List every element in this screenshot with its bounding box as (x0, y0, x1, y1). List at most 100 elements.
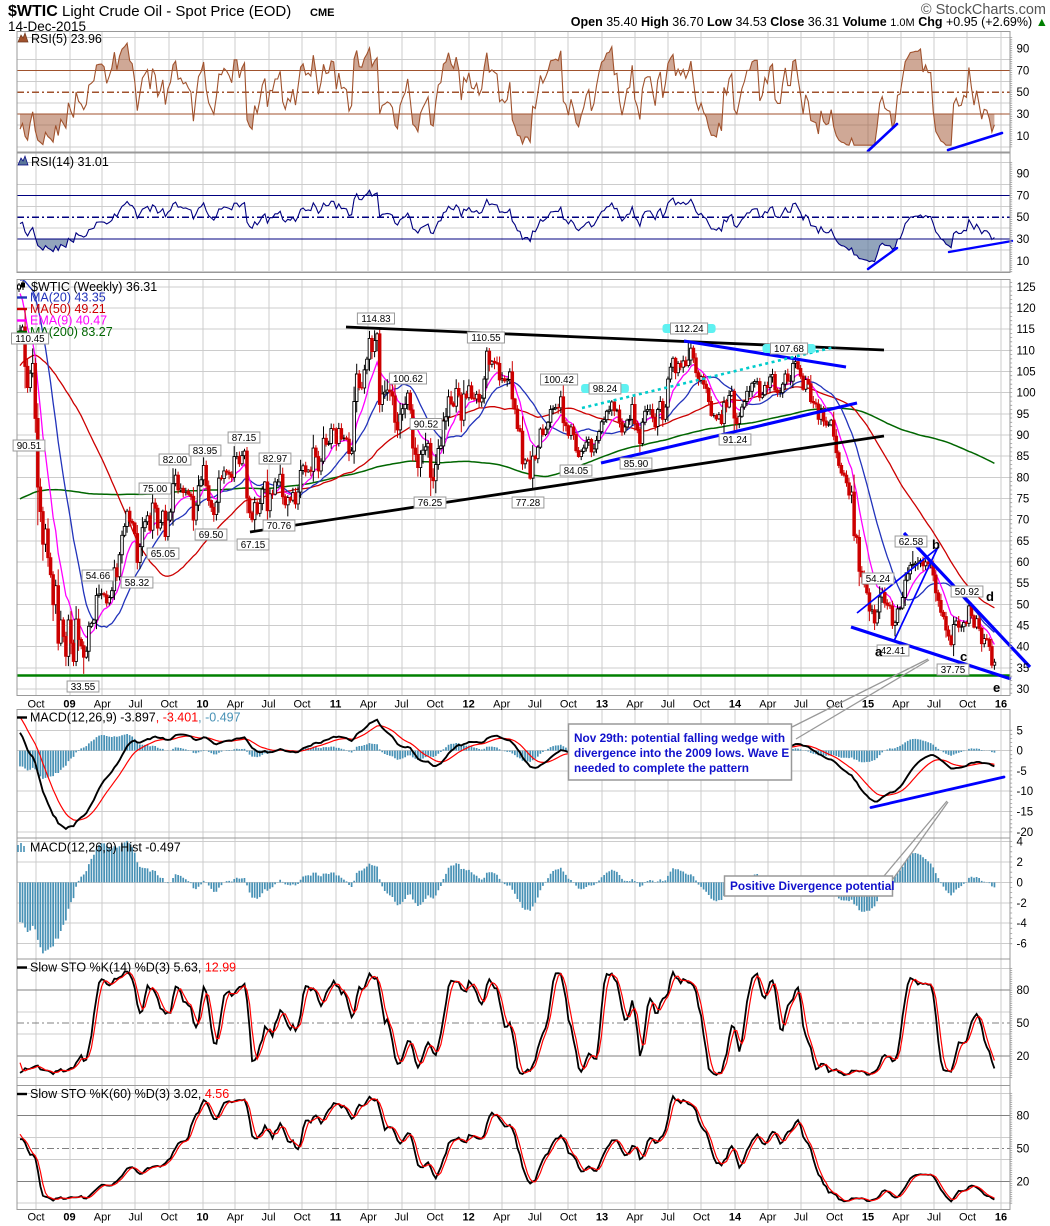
svg-text:-2: -2 (1017, 898, 1027, 910)
svg-text:12: 12 (462, 699, 474, 711)
svg-text:14-Dec-2015: 14-Dec-2015 (8, 19, 86, 34)
svg-text:105: 105 (1017, 367, 1036, 379)
svg-text:76.25: 76.25 (418, 498, 443, 509)
svg-text:100: 100 (1017, 388, 1036, 400)
svg-text:83.95: 83.95 (193, 446, 218, 457)
svg-text:58.32: 58.32 (125, 578, 150, 589)
svg-text:Jul: Jul (128, 699, 142, 711)
svg-text:e: e (993, 680, 1000, 695)
svg-text:09: 09 (63, 1212, 75, 1224)
svg-text:Apr: Apr (759, 1212, 776, 1224)
svg-text:c: c (960, 649, 967, 664)
svg-text:110.55: 110.55 (471, 333, 501, 344)
svg-text:87.15: 87.15 (232, 433, 257, 444)
svg-text:$WTIC: $WTIC (8, 3, 58, 20)
svg-text:50: 50 (1017, 87, 1030, 99)
svg-text:30: 30 (1017, 109, 1030, 121)
svg-text:37.75: 37.75 (941, 665, 966, 676)
svg-text:Jul: Jul (661, 699, 675, 711)
svg-text:Apr: Apr (892, 1212, 909, 1224)
svg-text:Oct: Oct (826, 1212, 843, 1224)
svg-text:Oct: Oct (959, 699, 976, 711)
svg-text:Oct: Oct (693, 699, 710, 711)
svg-text:50: 50 (1017, 1143, 1030, 1155)
svg-text:Oct: Oct (293, 699, 310, 711)
svg-text:4: 4 (1017, 837, 1024, 849)
svg-text:33.55: 33.55 (71, 682, 96, 693)
svg-text:20: 20 (1017, 1176, 1030, 1188)
svg-text:107.68: 107.68 (774, 344, 805, 355)
svg-text:MA(200) 83.27: MA(200) 83.27 (30, 325, 113, 339)
svg-text:90: 90 (1017, 169, 1030, 181)
svg-text:90.51: 90.51 (17, 441, 42, 452)
svg-text:54.66: 54.66 (86, 571, 111, 582)
svg-text:Jul: Jul (394, 1212, 408, 1224)
svg-text:Apr: Apr (94, 699, 111, 711)
svg-text:0: 0 (1017, 746, 1023, 758)
svg-text:60: 60 (1017, 557, 1030, 569)
svg-text:54.24: 54.24 (866, 574, 891, 585)
svg-text:Oct: Oct (293, 1212, 310, 1224)
svg-text:42.41: 42.41 (881, 646, 906, 657)
svg-text:110.45: 110.45 (15, 334, 45, 345)
svg-text:EMA(9) 40.47: EMA(9) 40.47 (30, 314, 107, 328)
svg-text:Oct: Oct (426, 699, 443, 711)
svg-text:84.05: 84.05 (564, 466, 589, 477)
svg-text:67.15: 67.15 (241, 540, 266, 551)
svg-text:11: 11 (330, 699, 342, 711)
svg-text:30: 30 (1017, 684, 1030, 696)
svg-text:50.92: 50.92 (955, 587, 980, 598)
svg-text:114.83: 114.83 (361, 314, 391, 325)
svg-text:75: 75 (1017, 493, 1030, 505)
svg-text:Light Crude Oil - Spot Price (: Light Crude Oil - Spot Price (EOD) (62, 3, 291, 20)
svg-text:85: 85 (1017, 451, 1030, 463)
svg-text:16: 16 (995, 699, 1007, 711)
svg-text:80: 80 (1017, 472, 1030, 484)
svg-text:Apr: Apr (626, 699, 643, 711)
svg-text:95: 95 (1017, 409, 1030, 421)
svg-text:Jul: Jul (528, 699, 542, 711)
svg-text:Oct: Oct (160, 699, 177, 711)
svg-text:69.50: 69.50 (199, 530, 224, 541)
svg-text:Oct: Oct (959, 1212, 976, 1224)
svg-text:needed to complete the pattern: needed to complete the pattern (574, 761, 749, 775)
svg-text:98.24: 98.24 (593, 384, 618, 395)
svg-text:Jul: Jul (261, 699, 275, 711)
svg-text:-10: -10 (1017, 786, 1034, 798)
svg-text:Apr: Apr (626, 1212, 643, 1224)
svg-text:100.42: 100.42 (544, 375, 574, 386)
svg-text:62.58: 62.58 (899, 537, 924, 548)
svg-text:77.28: 77.28 (516, 498, 541, 509)
svg-text:10: 10 (196, 1212, 208, 1224)
svg-text:70: 70 (1017, 515, 1030, 527)
svg-text:100.62: 100.62 (393, 374, 423, 385)
svg-text:65.05: 65.05 (151, 549, 176, 560)
svg-text:15: 15 (862, 1212, 874, 1224)
svg-text:50: 50 (1017, 212, 1030, 224)
svg-text:30: 30 (1017, 234, 1030, 246)
svg-text:0: 0 (1017, 877, 1023, 889)
svg-text:90.52: 90.52 (414, 420, 439, 431)
svg-text:Apr: Apr (759, 699, 776, 711)
svg-text:Apr: Apr (360, 699, 377, 711)
svg-text:Open 35.40 High 36.70 Low 34.5: Open 35.40 High 36.70 Low 34.53 Close 36… (571, 15, 1048, 29)
svg-text:16: 16 (995, 1212, 1007, 1224)
svg-text:15: 15 (862, 699, 874, 711)
svg-text:$WTIC (Weekly) 36.31: $WTIC (Weekly) 36.31 (31, 280, 157, 294)
svg-text:Oct: Oct (27, 699, 44, 711)
svg-text:70: 70 (1017, 190, 1030, 202)
svg-text:10: 10 (1017, 131, 1030, 143)
svg-text:35: 35 (1017, 663, 1030, 675)
svg-text:90: 90 (1017, 44, 1030, 56)
svg-text:Oct: Oct (693, 1212, 710, 1224)
svg-text:Jul: Jul (794, 1212, 808, 1224)
svg-text:120: 120 (1017, 303, 1036, 315)
svg-text:110: 110 (1017, 345, 1035, 357)
svg-text:5: 5 (1017, 725, 1023, 737)
svg-text:b: b (932, 537, 940, 552)
svg-text:Nov 29th: potential falling we: Nov 29th: potential falling wedge with (574, 731, 785, 745)
svg-text:Slow STO %K(14) %D(3) 5.63, 12: Slow STO %K(14) %D(3) 5.63, 12.99 (30, 961, 236, 975)
svg-text:-20: -20 (1017, 827, 1034, 839)
svg-text:Positive Divergence potential: Positive Divergence potential (730, 879, 895, 893)
svg-text:MA(20) 43.35: MA(20) 43.35 (30, 291, 106, 305)
